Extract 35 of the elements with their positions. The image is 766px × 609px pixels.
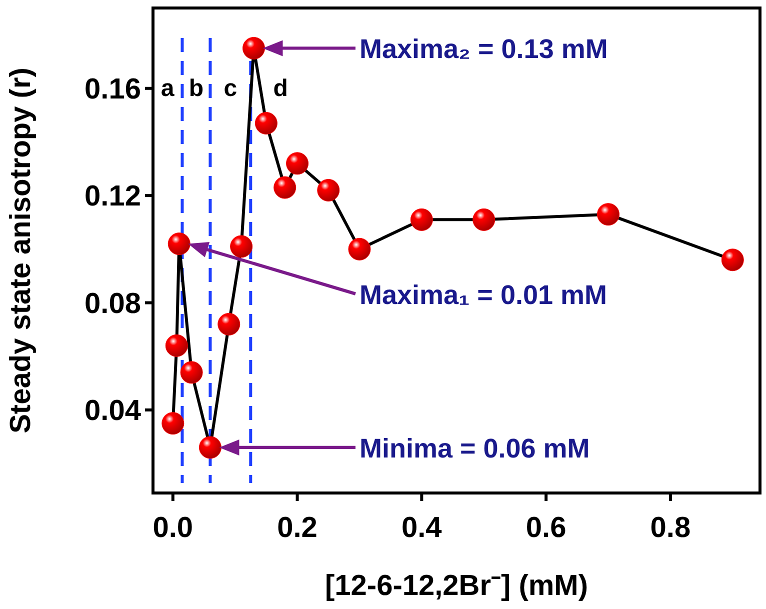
point — [410, 208, 433, 231]
annotation: c — [224, 75, 238, 102]
point — [162, 412, 184, 435]
annotation: d — [273, 75, 288, 102]
point — [230, 235, 253, 258]
x-tick-label: 0.6 — [526, 512, 566, 544]
annotation: b — [188, 75, 204, 102]
y-tick-label: 0.12 — [84, 180, 141, 213]
point — [242, 36, 265, 60]
point — [168, 232, 190, 256]
point — [165, 334, 188, 357]
point — [472, 208, 496, 231]
y-tick-label: 0.08 — [84, 288, 141, 320]
y-tick-label: 0.04 — [84, 394, 141, 427]
x-tick-label: 0.2 — [277, 512, 318, 544]
x-tick-label: 0.8 — [650, 512, 691, 544]
x-tick-label: 0.4 — [402, 512, 442, 544]
y-tick-label: 0.16 — [84, 73, 141, 106]
annotation: Maxima₂ = 0.13 mM — [359, 34, 608, 64]
point — [218, 312, 240, 336]
annotation: Maxima₁ = 0.01 mM — [359, 280, 608, 310]
point — [198, 436, 222, 459]
annotation: Minima = 0.06 mM — [359, 433, 590, 464]
y-axis-title: Steady state anisotropy (r) — [5, 68, 37, 434]
point — [286, 152, 309, 175]
point — [348, 238, 371, 260]
point — [180, 361, 203, 384]
x-tick-label: 0.0 — [152, 512, 194, 544]
point — [721, 248, 744, 272]
x-axis-title: [12-6-12,2Br⁻] (mM) — [325, 570, 588, 602]
point — [254, 112, 278, 134]
point — [597, 203, 620, 226]
annotation: a — [160, 75, 175, 102]
point — [274, 176, 296, 199]
point — [317, 178, 340, 202]
